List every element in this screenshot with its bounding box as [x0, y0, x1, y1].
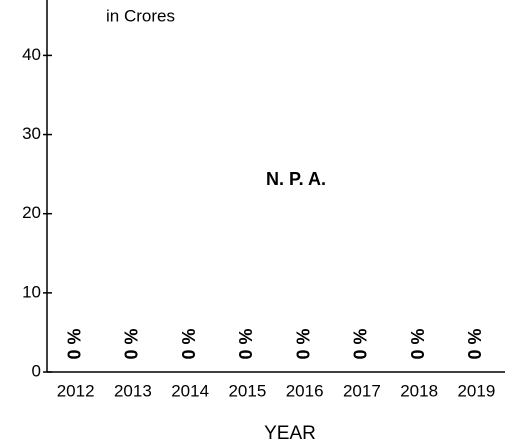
x-tick-label: 2014	[171, 381, 209, 400]
chart-title: N. P. A.	[266, 169, 326, 189]
x-tick-label: 2019	[457, 381, 495, 400]
value-label: 0 %	[293, 328, 313, 359]
value-label: 0 %	[465, 328, 485, 359]
value-label: 0 %	[64, 328, 84, 359]
x-tick-label: 2015	[228, 381, 266, 400]
value-label: 0 %	[122, 328, 142, 359]
y-tick-label: 20	[22, 203, 41, 222]
x-tick-label: 2018	[400, 381, 438, 400]
y-tick-label: 30	[22, 124, 41, 143]
x-tick-label: 2017	[343, 381, 381, 400]
x-axis-label: YEAR	[264, 423, 316, 444]
y-tick-label: 10	[22, 282, 41, 301]
x-tick-label: 2013	[114, 381, 152, 400]
value-label: 0 %	[351, 328, 371, 359]
y-tick-label: 40	[22, 45, 41, 64]
value-label: 0 %	[179, 328, 199, 359]
y-tick-label: 0	[32, 361, 41, 380]
x-tick-label: 2012	[57, 381, 95, 400]
value-label: 0 %	[408, 328, 428, 359]
x-tick-label: 2016	[286, 381, 324, 400]
value-label: 0 %	[236, 328, 256, 359]
y-axis-label: in Crores	[106, 6, 175, 25]
